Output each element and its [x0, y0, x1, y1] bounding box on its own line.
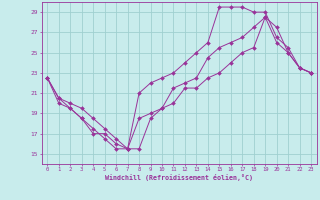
X-axis label: Windchill (Refroidissement éolien,°C): Windchill (Refroidissement éolien,°C) [105, 174, 253, 181]
